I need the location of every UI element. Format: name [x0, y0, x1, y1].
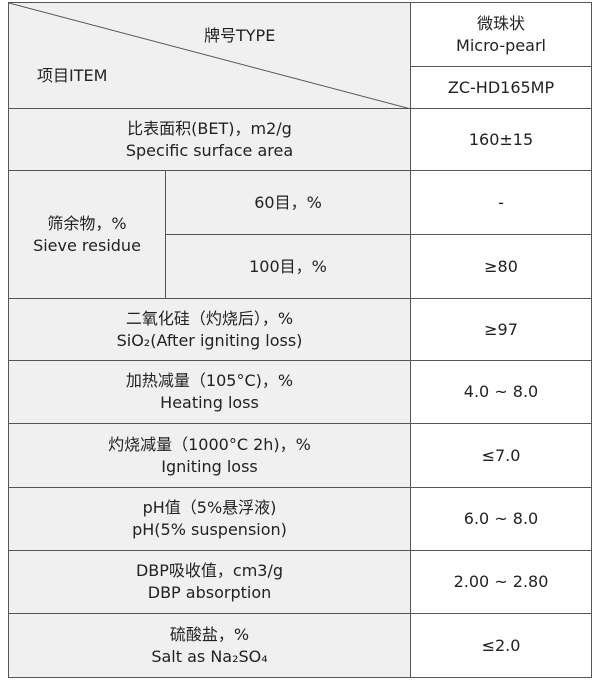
item-cell: 硫酸盐，% Salt as Na₂SO₄: [9, 614, 411, 678]
product-form-cell: 微珠状 Micro-pearl: [411, 3, 592, 67]
diagonal: [9, 3, 411, 109]
item-text: 硫酸盐，%: [169, 624, 250, 644]
item-text: 比表面积(BET)，m2/g: [127, 118, 292, 138]
header-item-cell: 牌号TYPE 项目ITEM: [9, 3, 411, 109]
item-cell: 二氧化硅（灼烧后），% SiO₂(After igniting loss): [9, 299, 411, 361]
product-form-en: Micro-pearl: [456, 35, 546, 55]
item-cell: 筛余物，% Sieve residue: [9, 171, 166, 299]
sub-item-text: 100目，%: [249, 256, 327, 276]
value-cell: 4.0 ~ 8.0: [411, 361, 592, 424]
spec-table: 牌号TYPE 项目ITEM 微珠状 Micro-pearl ZC-HD165MP 比表面积…: [8, 2, 592, 678]
sub-item-cell: 60目，%: [166, 171, 411, 235]
value-text: ≥80: [484, 256, 518, 276]
item-text: Salt as Na₂SO₄: [151, 646, 268, 666]
item-label: 项目ITEM: [37, 66, 108, 85]
item-text: pH(5% suspension): [132, 520, 287, 539]
value-cell: 2.00 ~ 2.80: [411, 551, 592, 614]
item-cell: 加热减量（105°C)，% Heating loss: [9, 361, 411, 424]
item-text: 二氧化硅（灼烧后），%: [125, 308, 294, 328]
item-text: Sieve residue: [33, 235, 141, 255]
value-text: 6.0 ~ 8.0: [463, 509, 539, 528]
product-form-cn: 微珠状: [476, 13, 525, 33]
item-text: 筛余物，%: [47, 213, 127, 233]
model-cell: ZC-HD165MP: [411, 67, 592, 109]
value-cell: 160±15: [411, 109, 592, 171]
value-cell: ≤2.0: [411, 614, 592, 678]
value-text: 4.0 ~ 8.0: [463, 382, 539, 401]
value-cell: ≤7.0: [411, 424, 592, 488]
value-cell: ≥97: [411, 299, 592, 361]
item-text: Heating loss: [160, 393, 259, 412]
item-text: SiO₂(After igniting loss): [116, 330, 303, 350]
item-cell: 灼烧减量（1000°C 2h)，% Igniting loss: [9, 424, 411, 488]
item-text: Specific surface area: [125, 140, 294, 160]
value-cell: ≥80: [411, 235, 592, 299]
item-text: 灼烧减量（1000°C 2h)，%: [108, 434, 311, 454]
item-text: 加热减量（105°C)，%: [125, 371, 294, 390]
diagonal-line: [9, 3, 411, 109]
item-cell: 比表面积(BET)，m2/g Specific surface area: [9, 109, 411, 171]
value-text: 160±15: [468, 129, 534, 149]
value-cell: 6.0 ~ 8.0: [411, 488, 592, 551]
value-text: ≤7.0: [481, 445, 521, 465]
item-text: pH值（5%悬浮液): [142, 498, 277, 517]
value-cell: -: [411, 171, 592, 235]
item-text: DBP absorption: [147, 583, 272, 602]
sub-item-text: 60目，%: [254, 192, 322, 212]
value-text: 2.00 ~ 2.80: [453, 572, 549, 591]
value-text: ≥97: [484, 319, 518, 339]
item-text: Igniting loss: [161, 456, 258, 476]
item-text: DBP吸收值，cm3/g: [135, 561, 284, 580]
item-cell: pH值（5%悬浮液) pH(5% suspension): [9, 488, 411, 551]
model: ZC-HD165MP: [447, 77, 555, 97]
item-cell: DBP吸收值，cm3/g DBP absorption: [9, 551, 411, 614]
value-text: -: [498, 192, 504, 212]
sub-item-cell: 100目，%: [166, 235, 411, 299]
value-text: ≤2.0: [481, 635, 521, 655]
type-label: 牌号TYPE: [204, 26, 276, 45]
